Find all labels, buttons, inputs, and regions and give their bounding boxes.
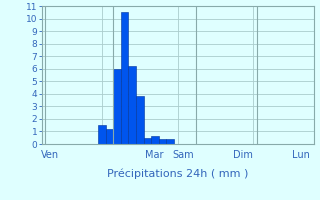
Bar xyxy=(159,139,166,144)
Text: Sam: Sam xyxy=(172,150,194,160)
Text: Lun: Lun xyxy=(292,150,310,160)
Text: Dim: Dim xyxy=(233,150,253,160)
Bar xyxy=(136,96,144,144)
Text: Mar: Mar xyxy=(145,150,164,160)
Bar xyxy=(106,129,113,144)
Bar xyxy=(121,12,129,144)
Bar xyxy=(113,69,121,144)
Bar xyxy=(166,139,174,144)
Bar xyxy=(129,66,136,144)
Bar xyxy=(144,138,151,144)
Text: Ven: Ven xyxy=(41,150,59,160)
Bar xyxy=(98,125,106,144)
Text: Précipitations 24h ( mm ): Précipitations 24h ( mm ) xyxy=(107,169,248,179)
Bar xyxy=(151,136,159,144)
